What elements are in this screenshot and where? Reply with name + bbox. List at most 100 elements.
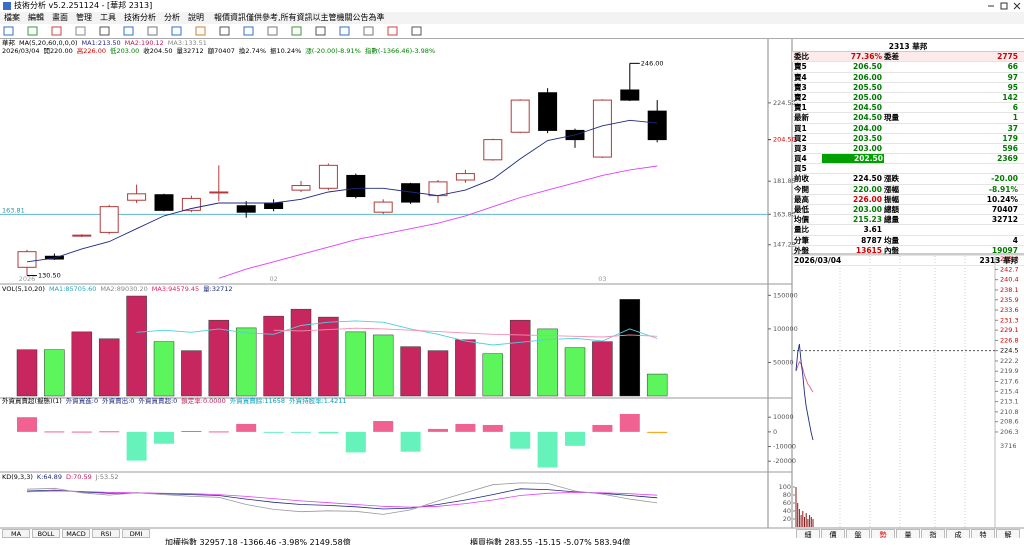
tool-button[interactable]	[267, 26, 278, 36]
tool-button[interactable]	[3, 26, 14, 36]
y-tick-label: 208.6	[1000, 418, 1019, 426]
volume-bar	[807, 519, 809, 527]
indicator-tab[interactable]: DMI	[122, 529, 150, 538]
menu-item[interactable]: 畫面	[52, 13, 68, 22]
quote-label: 振幅	[884, 194, 899, 204]
tool-button[interactable]	[291, 26, 302, 36]
tool-button[interactable]	[51, 26, 62, 36]
quote-label: 均量	[884, 235, 899, 245]
indicator-tab[interactable]: BOLL	[32, 529, 60, 538]
y-tick-label: 222.2	[1000, 357, 1019, 365]
quote-label: 賣4	[794, 72, 807, 82]
quote-row: 委比 77.36% 委差 2775	[792, 52, 1024, 63]
volume-bar	[798, 509, 800, 527]
x-tick-label: 03	[598, 275, 606, 283]
tool-button[interactable]	[147, 26, 158, 36]
quote-value: 206.50	[853, 62, 882, 72]
tool-button[interactable]	[27, 26, 38, 36]
bar	[181, 430, 202, 432]
y-tick-label: 229.1	[1000, 326, 1019, 334]
tool-button[interactable]	[387, 26, 398, 36]
quote-row: 前收 224.50 漲跌 -20.00	[792, 174, 1024, 185]
legend-item: VOL(5,10,20)	[2, 285, 45, 293]
tool-button[interactable]	[243, 26, 254, 36]
candle-body	[99, 206, 119, 233]
menu-item[interactable]: 管理	[76, 13, 92, 22]
bar	[235, 327, 257, 397]
quote-row: 買1 204.00 37	[792, 124, 1024, 134]
bar	[565, 431, 585, 446]
bar	[263, 431, 284, 433]
kd-line	[26, 490, 658, 508]
index-quote: 櫃買指數 283.55 -15.15 -5.07% 583.94億	[470, 538, 631, 545]
menu-item[interactable]: 編輯	[28, 13, 44, 22]
window-controls[interactable]	[984, 0, 1024, 12]
legend-item: D:70.59	[66, 473, 92, 481]
indicator-tab[interactable]: MA	[2, 529, 30, 538]
tool-button[interactable]	[171, 26, 182, 36]
tool-button[interactable]	[75, 26, 86, 36]
y-tick-label: 224.5	[1000, 347, 1019, 355]
average-line	[795, 360, 814, 393]
volume-tick-label: 100	[779, 483, 791, 491]
indicator-tab[interactable]: RSI	[92, 529, 120, 538]
quote-value: 142	[1002, 92, 1018, 102]
title-bar: 技術分析 v5.2.251124 - [華邦 2313]	[0, 0, 1024, 12]
tool-button[interactable]	[363, 26, 374, 36]
volume-bar	[795, 487, 797, 527]
legend-item: 華邦	[2, 38, 16, 47]
menu-item[interactable]: 分析	[164, 13, 180, 22]
bar	[619, 299, 641, 397]
menu-item[interactable]: 說明	[188, 13, 204, 22]
quote-value: 202.50	[822, 154, 884, 164]
candle-body	[538, 92, 558, 131]
volume-bar	[797, 503, 799, 527]
legend-item: MA1:213.50	[82, 39, 121, 47]
menu-item[interactable]: 檔案	[4, 13, 20, 22]
legend-item: MA3:133.51	[168, 39, 207, 47]
quote-label: 量比	[794, 225, 809, 235]
close-button[interactable]	[1013, 2, 1021, 10]
tool-button[interactable]	[219, 26, 230, 36]
tool-button[interactable]	[195, 26, 206, 36]
quote-value: 215.23	[853, 215, 882, 225]
window-title: 技術分析 v5.2.251124 - [華邦 2313]	[14, 1, 153, 10]
info-item: 收204.50	[143, 46, 172, 55]
legend-item: MA2:190.12	[125, 39, 164, 47]
menu-item[interactable]: 技術分析	[124, 13, 156, 22]
candle-body	[647, 110, 667, 141]
candle-body	[17, 251, 37, 268]
quote-label: 賣2	[794, 92, 807, 102]
legend-item: MA3:94579.45	[152, 285, 199, 293]
tool-button[interactable]	[315, 26, 326, 36]
legend-item: 外資買賣超:0	[138, 396, 177, 405]
tool-button[interactable]	[123, 26, 134, 36]
tool-button[interactable]	[339, 26, 350, 36]
quote-label: 分筆	[794, 235, 809, 245]
candle-body	[181, 197, 201, 211]
indicator-line	[136, 320, 658, 346]
y-tick-label: 219.9	[1000, 367, 1019, 375]
quote-value: 66	[1007, 62, 1018, 72]
price-line	[795, 343, 814, 441]
y-tick-label: 210.8	[1000, 408, 1019, 416]
indicator-line	[273, 327, 658, 338]
quote-row: 最新 204.50 現量 1	[792, 113, 1024, 124]
quote-label: 均價	[794, 215, 809, 225]
candle-body	[264, 202, 284, 210]
maximize-button[interactable]	[1000, 2, 1008, 10]
quote-value: 220.00	[853, 184, 882, 194]
y-tick-label: 0	[773, 428, 777, 436]
quote-value: 203.50	[853, 133, 882, 143]
tool-button[interactable]	[99, 26, 110, 36]
bar	[153, 341, 175, 397]
y-tick-label: -10000	[773, 443, 796, 451]
bar	[455, 423, 476, 432]
tool-button[interactable]	[411, 26, 422, 36]
menu-item[interactable]: 工具	[100, 13, 116, 22]
volume-bar	[800, 515, 802, 527]
bar	[290, 308, 312, 397]
bar	[318, 431, 339, 434]
quote-value: 205.50	[853, 82, 882, 92]
indicator-tab[interactable]: MACD	[62, 529, 90, 538]
